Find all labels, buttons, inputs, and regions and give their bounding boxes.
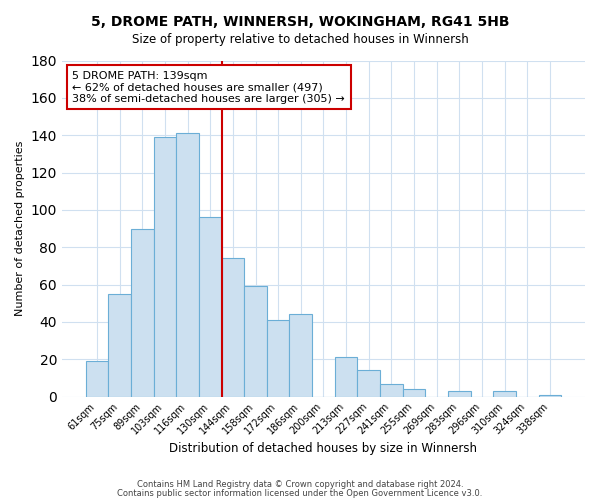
Bar: [448, 391, 470, 396]
Y-axis label: Number of detached properties: Number of detached properties: [15, 141, 25, 316]
Text: Contains public sector information licensed under the Open Government Licence v3: Contains public sector information licen…: [118, 488, 482, 498]
Bar: [86, 361, 109, 396]
Bar: [244, 286, 267, 397]
Text: 5, DROME PATH, WINNERSH, WOKINGHAM, RG41 5HB: 5, DROME PATH, WINNERSH, WOKINGHAM, RG41…: [91, 15, 509, 29]
X-axis label: Distribution of detached houses by size in Winnersh: Distribution of detached houses by size …: [169, 442, 478, 455]
Bar: [176, 134, 199, 396]
Bar: [335, 358, 358, 397]
Bar: [403, 389, 425, 396]
Bar: [131, 228, 154, 396]
Bar: [380, 384, 403, 396]
Bar: [493, 391, 516, 396]
Bar: [199, 218, 221, 396]
Bar: [358, 370, 380, 396]
Bar: [539, 394, 561, 396]
Text: Contains HM Land Registry data © Crown copyright and database right 2024.: Contains HM Land Registry data © Crown c…: [137, 480, 463, 489]
Bar: [221, 258, 244, 396]
Bar: [154, 137, 176, 396]
Text: Size of property relative to detached houses in Winnersh: Size of property relative to detached ho…: [131, 32, 469, 46]
Bar: [109, 294, 131, 396]
Text: 5 DROME PATH: 139sqm
← 62% of detached houses are smaller (497)
38% of semi-deta: 5 DROME PATH: 139sqm ← 62% of detached h…: [73, 70, 345, 104]
Bar: [289, 314, 312, 396]
Bar: [267, 320, 289, 396]
